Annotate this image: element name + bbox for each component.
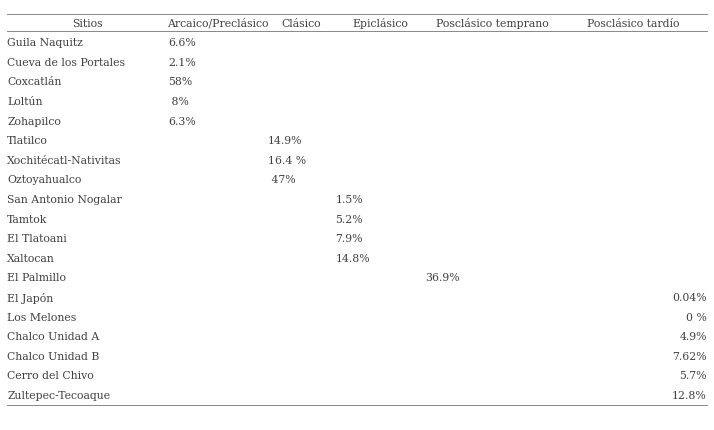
Text: Cerro del Chivo: Cerro del Chivo (7, 371, 94, 381)
Text: 12.8%: 12.8% (672, 390, 707, 400)
Text: 47%: 47% (268, 175, 296, 185)
Text: Loltún: Loltún (7, 97, 43, 107)
Text: El Palmillo: El Palmillo (7, 273, 66, 283)
Text: 14.8%: 14.8% (336, 253, 370, 263)
Text: 16.4 %: 16.4 % (268, 155, 306, 166)
Text: 7.62%: 7.62% (673, 351, 707, 361)
Text: Guila Naquitz: Guila Naquitz (7, 38, 83, 48)
Text: Arcaico/Preclásico: Arcaico/Preclásico (167, 18, 268, 29)
Text: 0 %: 0 % (686, 312, 707, 322)
Text: 4.9%: 4.9% (679, 332, 707, 341)
Text: El Japón: El Japón (7, 292, 54, 303)
Text: El Tlatoani: El Tlatoani (7, 233, 67, 244)
Text: Posclásico temprano: Posclásico temprano (436, 18, 549, 29)
Text: Coxcatlán: Coxcatlán (7, 77, 61, 87)
Text: Cueva de los Portales: Cueva de los Portales (7, 58, 125, 68)
Text: Tamtok: Tamtok (7, 214, 48, 224)
Text: 5.7%: 5.7% (679, 371, 707, 381)
Text: Chalco Unidad B: Chalco Unidad B (7, 351, 99, 361)
Text: 14.9%: 14.9% (268, 136, 302, 146)
Text: Clásico: Clásico (282, 18, 321, 29)
Text: 8%: 8% (168, 97, 188, 107)
Text: Zultepec-Tecoaque: Zultepec-Tecoaque (7, 390, 110, 400)
Text: Epiclásico: Epiclásico (352, 18, 408, 29)
Text: 6.6%: 6.6% (168, 38, 196, 48)
Text: Posclásico tardío: Posclásico tardío (588, 18, 680, 29)
Text: 1.5%: 1.5% (336, 194, 363, 205)
Text: 58%: 58% (168, 77, 192, 87)
Text: 6.3%: 6.3% (168, 116, 196, 126)
Text: Zohapilco: Zohapilco (7, 116, 61, 126)
Text: Los Melones: Los Melones (7, 312, 76, 322)
Text: Oztoyahualco: Oztoyahualco (7, 175, 81, 185)
Text: 2.1%: 2.1% (168, 58, 196, 68)
Text: Sitios: Sitios (72, 18, 103, 29)
Text: 0.04%: 0.04% (673, 292, 707, 302)
Text: 5.2%: 5.2% (336, 214, 363, 224)
Text: Tlatilco: Tlatilco (7, 136, 48, 146)
Text: Xaltocan: Xaltocan (7, 253, 55, 263)
Text: 7.9%: 7.9% (336, 233, 363, 244)
Text: Xochitécatl-Nativitas: Xochitécatl-Nativitas (7, 155, 121, 166)
Text: Chalco Unidad A: Chalco Unidad A (7, 332, 99, 341)
Text: 36.9%: 36.9% (425, 273, 459, 283)
Text: San Antonio Nogalar: San Antonio Nogalar (7, 194, 122, 205)
